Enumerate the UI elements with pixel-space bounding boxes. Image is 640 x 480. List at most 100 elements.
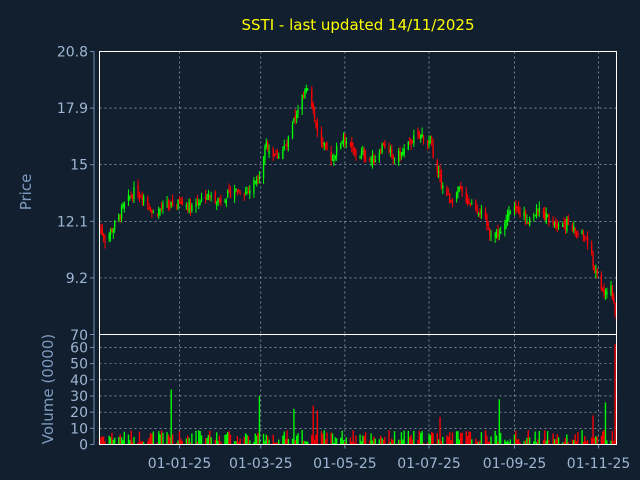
candle-body xyxy=(537,210,539,215)
volume-bar xyxy=(140,441,142,445)
volume-bar xyxy=(604,402,607,445)
volume-bars xyxy=(98,344,618,445)
candle-body xyxy=(151,210,153,212)
volume-bar xyxy=(451,432,454,445)
candle-body xyxy=(131,197,134,199)
candle-body xyxy=(574,228,576,234)
candle-body xyxy=(403,149,405,155)
volume-bar xyxy=(557,437,560,445)
price-tick-label: 12.1 xyxy=(57,214,88,230)
volume-bar xyxy=(469,432,472,445)
volume-bar xyxy=(198,430,200,445)
volume-bar xyxy=(409,436,411,445)
volume-bar xyxy=(513,434,516,445)
volume-bar xyxy=(471,439,473,445)
volume-bar xyxy=(225,434,228,445)
volume-bar xyxy=(335,438,338,445)
candle-body xyxy=(439,170,441,176)
candle-body xyxy=(392,154,394,159)
candle-body xyxy=(170,201,172,206)
candle-body xyxy=(477,213,480,215)
volume-bar xyxy=(304,440,306,445)
candle-body xyxy=(335,146,338,156)
volume-bar xyxy=(369,440,371,445)
volume-bar xyxy=(458,439,461,445)
volume-bar xyxy=(553,439,556,445)
candle-body xyxy=(149,209,152,213)
candle-body xyxy=(133,187,135,200)
volume-bar xyxy=(573,439,575,445)
volume-bar xyxy=(426,442,429,445)
volume-bar xyxy=(381,438,383,445)
volume-bar xyxy=(191,433,193,445)
candle-body xyxy=(349,143,352,145)
candle-body xyxy=(480,210,483,215)
candle-body xyxy=(195,202,197,207)
volume-bar xyxy=(333,442,335,445)
volume-bar xyxy=(305,441,307,445)
volume-bar xyxy=(170,389,172,445)
volume-bar xyxy=(122,439,124,445)
volume-bar xyxy=(244,433,247,445)
chart-title: SSTI - last updated 14/11/2025 xyxy=(242,16,475,34)
candle-body xyxy=(159,209,161,211)
volume-bar xyxy=(147,441,149,445)
candle-body xyxy=(200,197,203,201)
candle-body xyxy=(577,233,579,236)
candle-body xyxy=(353,148,356,152)
volume-bar xyxy=(535,442,538,445)
volume-bar xyxy=(294,440,296,445)
volume-bar xyxy=(431,431,433,445)
volume-bar xyxy=(429,435,432,445)
candle-body xyxy=(264,147,266,160)
volume-bar xyxy=(123,431,125,445)
candle-body xyxy=(100,229,102,231)
candle-body xyxy=(293,117,295,122)
candle-body xyxy=(360,152,363,155)
candle-body xyxy=(526,220,528,222)
candle-body xyxy=(235,188,237,191)
volume-bar xyxy=(611,430,614,445)
candle-body xyxy=(573,226,575,231)
volume-bar xyxy=(243,436,245,445)
candle-body xyxy=(461,186,463,192)
volume-bar xyxy=(258,395,261,445)
volume-bar xyxy=(519,442,521,445)
candle-body xyxy=(160,206,163,209)
volume-bar xyxy=(210,437,212,445)
candle-body xyxy=(498,235,500,237)
candle-body xyxy=(334,155,336,159)
volume-bar xyxy=(449,432,451,445)
volume-bar xyxy=(340,437,342,445)
volume-bar xyxy=(477,442,480,445)
volume-bar xyxy=(246,434,248,445)
candle-body xyxy=(162,203,164,209)
volume-bar xyxy=(384,436,386,445)
candle-body xyxy=(322,142,324,144)
volume-bar xyxy=(253,442,255,445)
volume-bar xyxy=(224,434,226,445)
candle-body xyxy=(253,180,255,193)
volume-bar xyxy=(527,430,529,445)
volume-bar xyxy=(542,440,545,445)
candle-body xyxy=(476,210,478,213)
candle-body xyxy=(302,94,305,97)
candle-body xyxy=(243,194,245,196)
volume-bar xyxy=(420,432,422,445)
date-tick-label: 01-09-25 xyxy=(483,456,547,472)
candle-body xyxy=(566,219,568,231)
volume-bar xyxy=(450,440,452,445)
price-tick-label: 15 xyxy=(70,158,88,174)
candle-body xyxy=(108,233,110,240)
volume-bar xyxy=(389,442,392,445)
date-tick-label: 01-11-25 xyxy=(567,456,631,472)
volume-bar xyxy=(302,440,305,445)
candle-body xyxy=(220,199,222,203)
volume-bar xyxy=(610,440,612,445)
volume-bar xyxy=(533,441,535,445)
volume-bar xyxy=(398,439,400,445)
volume-bar xyxy=(494,430,496,445)
candle-body xyxy=(527,221,529,225)
volume-bar xyxy=(422,442,425,445)
